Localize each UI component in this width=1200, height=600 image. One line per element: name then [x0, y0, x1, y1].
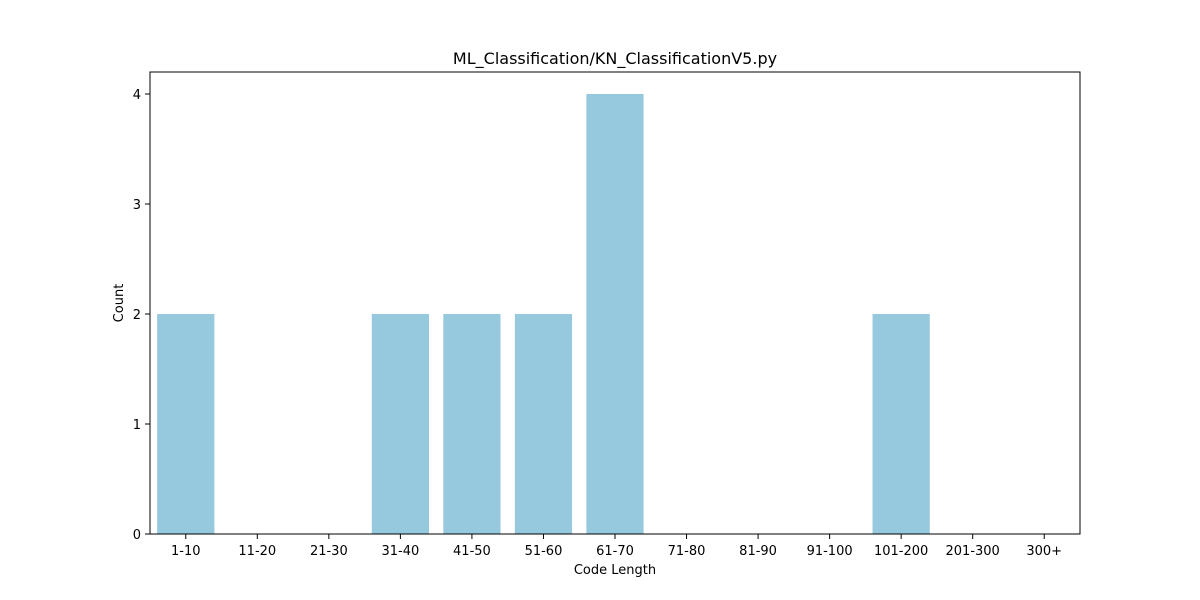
y-axis-label: Count	[112, 284, 127, 323]
bar-101-200	[872, 314, 930, 534]
y-axis-ticks: 0 1 2 3 4	[133, 88, 150, 543]
x-tick-label: 71-80	[668, 544, 706, 559]
x-axis-ticks: 1-10 11-20 21-30 31-40 41-50 51-60 61-70 71-80 8…	[171, 534, 1062, 559]
x-tick-label: 300+	[1026, 544, 1062, 559]
bars-group	[157, 94, 930, 534]
bar-41-50	[443, 314, 501, 534]
y-tick-label: 3	[133, 198, 141, 213]
plot-frame	[149, 71, 1081, 535]
bar-1-10	[157, 314, 215, 534]
y-tick-label: 0	[133, 528, 141, 543]
x-tick-label: 31-40	[381, 544, 419, 559]
x-axis-label: Code Length	[574, 563, 656, 578]
bar-61-70	[586, 94, 644, 534]
x-tick-label: 201-300	[946, 544, 1000, 559]
bar-31-40	[371, 314, 429, 534]
x-tick-label: 21-30	[310, 544, 348, 559]
bar-51-60	[514, 314, 573, 534]
y-tick-label: 2	[133, 308, 141, 323]
x-tick-label: 101-200	[874, 544, 928, 559]
x-tick-label: 91-100	[807, 544, 853, 559]
chart-title: ML_Classification/KN_ClassificationV5.py	[453, 49, 777, 69]
x-tick-label: 41-50	[453, 544, 491, 559]
x-tick-label: 81-90	[739, 544, 777, 559]
x-tick-label: 11-20	[238, 544, 276, 559]
x-tick-label: 61-70	[596, 544, 634, 559]
y-tick-label: 4	[133, 88, 141, 103]
x-tick-label: 1-10	[171, 544, 201, 559]
y-tick-label: 1	[133, 418, 141, 433]
x-tick-label: 51-60	[525, 544, 563, 559]
